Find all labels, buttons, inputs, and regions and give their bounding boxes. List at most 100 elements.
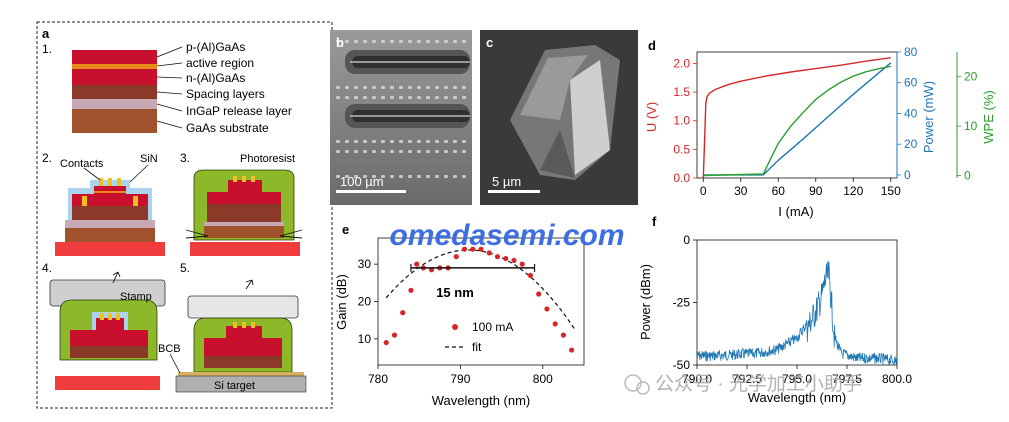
d-ytick-left-label: 2.0 xyxy=(673,56,690,70)
e-legend-label-fit: fit xyxy=(472,340,482,354)
photoresist-label: Photoresist xyxy=(240,153,295,165)
panel-label-d: d xyxy=(648,38,656,53)
scalebar-b xyxy=(336,190,406,193)
e-ytick-label: 20 xyxy=(358,295,372,309)
panel-b-sem-image: b 100 µm xyxy=(330,30,472,205)
scalebar-c xyxy=(488,190,540,193)
d-ytick-mid-label: 60 xyxy=(904,76,918,90)
layer-label-n: n-(Al)GaAs xyxy=(186,71,245,85)
f-plot-frame xyxy=(696,239,898,366)
d-series-wpe xyxy=(703,65,891,177)
f-xtick-label: 800.0 xyxy=(882,372,912,386)
panel-label-a: a xyxy=(42,26,50,41)
e-data-point xyxy=(391,332,398,338)
e-ytick-label: 10 xyxy=(358,332,372,346)
contacts-label: Contacts xyxy=(60,158,104,170)
d-xlabel: I (mA) xyxy=(778,204,813,219)
f-spectrum-line xyxy=(696,261,898,366)
e-xtick-label: 780 xyxy=(368,372,388,386)
d-xtick-label: 30 xyxy=(734,184,748,198)
e-data-point xyxy=(536,291,542,297)
d-xtick-label: 150 xyxy=(881,184,901,198)
d-ytick-right-label: 10 xyxy=(964,119,978,133)
panel-label-e: e xyxy=(342,222,349,237)
e-legend-label-data: 100 mA xyxy=(472,320,513,334)
d-ytick-mid-label: 20 xyxy=(904,137,918,151)
stamp-label: Stamp xyxy=(120,291,152,303)
e-data-point xyxy=(519,261,525,267)
e-legend-marker-data xyxy=(452,324,458,330)
layer-label-release: InGaP release layer xyxy=(186,104,292,118)
e-data-point xyxy=(494,254,501,260)
d-series-power xyxy=(703,62,892,176)
layer-p xyxy=(72,50,157,64)
f-ytick-label: -25 xyxy=(673,296,691,310)
d-ylabel-left: U (V) xyxy=(644,102,659,132)
panel-label-f: f xyxy=(652,214,657,229)
e-data-point xyxy=(414,261,420,267)
f-xtick-label: 790.0 xyxy=(682,372,712,386)
layer-spacing xyxy=(72,85,157,99)
d-ylabel-right: WPE (%) xyxy=(981,90,996,143)
scalebar-b-label: 100 µm xyxy=(340,174,384,189)
e-data-point xyxy=(527,272,534,278)
e-xlabel: Wavelength (nm) xyxy=(432,393,531,408)
d-ytick-right-label: 20 xyxy=(964,70,978,84)
step-2: 2. xyxy=(42,151,52,165)
step-3-device xyxy=(185,169,303,256)
e-data-point xyxy=(503,255,509,262)
panel-a: a 1. p-(Al)GaAs active region n-(Al)GaAs… xyxy=(36,21,333,409)
scalebar-c-label: 5 µm xyxy=(492,174,521,189)
layer-active xyxy=(72,64,157,69)
e-ylabel: Gain (dB) xyxy=(334,274,349,330)
panel-c-sem-image: c 5 µm xyxy=(480,30,638,205)
si-target-label: Si target xyxy=(214,380,255,392)
d-ytick-left-label: 0.5 xyxy=(673,142,690,156)
f-xtick-label: 795.0 xyxy=(782,372,812,386)
f-ylabel: Power (dBm) xyxy=(638,264,653,340)
sin-label: SiN xyxy=(140,153,158,165)
layer-substrate xyxy=(72,109,157,133)
d-ytick-right-label: 0 xyxy=(964,169,971,183)
bcb-label: BCB xyxy=(158,343,181,355)
f-xtick-label: 792.5 xyxy=(732,372,762,386)
e-data-point xyxy=(544,306,550,312)
d-xtick-label: 60 xyxy=(772,184,786,198)
panel-label-b: b xyxy=(336,35,344,50)
e-data-point xyxy=(511,257,517,264)
e-data-point xyxy=(400,310,406,316)
layer-label-spacing: Spacing layers xyxy=(186,87,265,101)
step-5: 5. xyxy=(180,261,190,275)
step-4: 4. xyxy=(42,261,52,275)
watermark-wechat-text: 公众号 · 光学加工小助手 xyxy=(655,373,862,395)
step-5-device xyxy=(169,279,307,393)
panel-e-chart: e 780 790 800 10 20 30 Wavelength (nm) Gain (… xyxy=(334,222,585,408)
d-ytick-mid-label: 80 xyxy=(904,45,918,59)
e-data-point xyxy=(569,347,575,353)
d-series-u xyxy=(702,57,891,179)
d-xtick-label: 120 xyxy=(843,184,863,198)
d-ytick-mid-label: 0 xyxy=(904,168,911,182)
watermark-site: omedasemi.com xyxy=(389,219,624,252)
step-1: 1. xyxy=(42,42,52,56)
panel-d-chart: d 0 30 60 90 120 150 0.0 0.5 1.0 1.5 2.0 0 20 40 60 80 0… xyxy=(644,38,996,219)
e-data-point xyxy=(552,321,558,327)
watermark-wechat: 公众号 · 光学加工小助手 xyxy=(624,373,862,395)
e-ytick-label: 30 xyxy=(358,257,372,271)
e-fit-curve xyxy=(385,249,577,332)
e-data-point xyxy=(383,339,389,346)
step-2-device xyxy=(55,164,165,256)
e-xtick-label: 790 xyxy=(450,372,470,386)
e-data-point xyxy=(560,332,567,338)
step-3: 3. xyxy=(180,151,190,165)
d-ytick-left-label: 1.0 xyxy=(673,114,690,128)
f-ytick-label: 0 xyxy=(683,233,690,247)
panel-f-chart: f 790.0 792.5 795.0 797.5 800.0 0 -25 -50 Wavel… xyxy=(638,214,912,405)
e-data-point xyxy=(470,246,476,252)
panel-label-c: c xyxy=(486,35,493,50)
d-ytick-mid-label: 40 xyxy=(904,106,918,120)
layer-label-substrate: GaAs substrate xyxy=(186,121,269,135)
d-ytick-left-label: 1.5 xyxy=(673,85,690,99)
step-4-device xyxy=(49,271,166,390)
